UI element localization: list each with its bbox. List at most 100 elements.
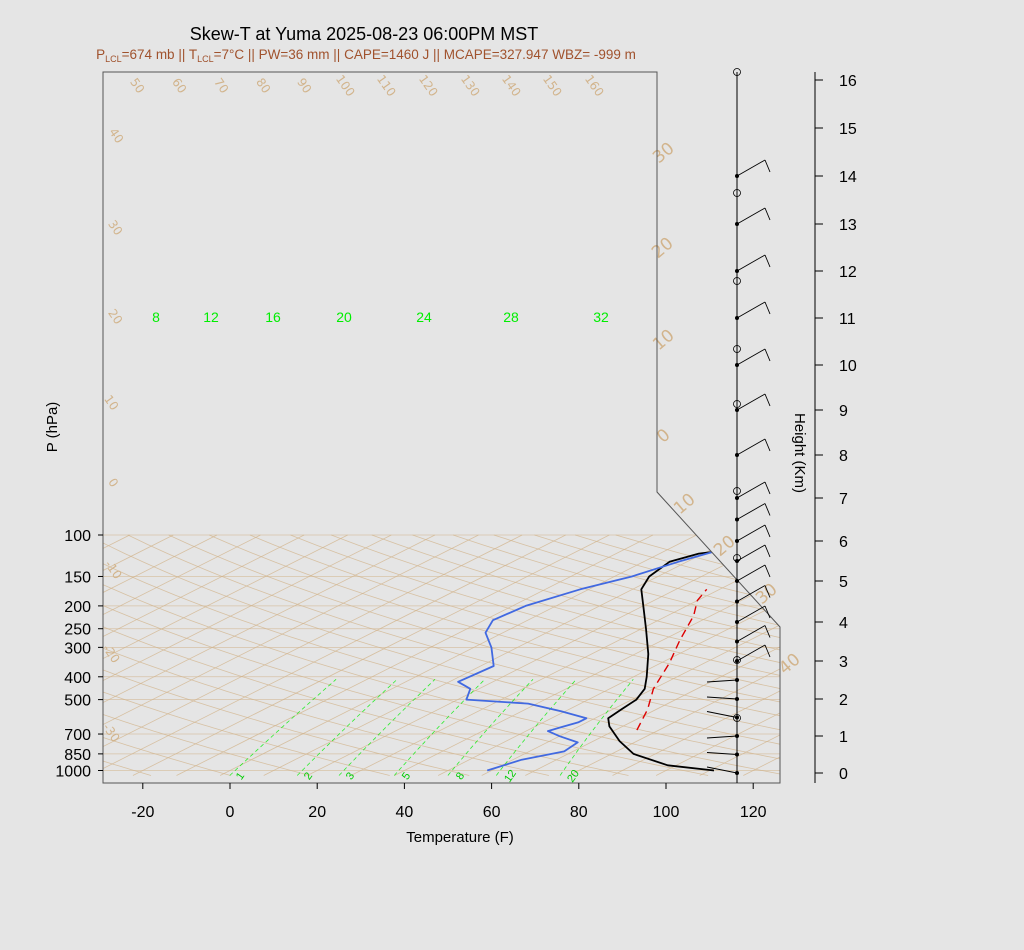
isotherm-line bbox=[699, 534, 780, 776]
dry-adiabat-line bbox=[127, 534, 780, 776]
wind-barb-calm-circle bbox=[733, 277, 741, 285]
isotherm-label: 90 bbox=[294, 75, 314, 96]
temperature-tick-label: 40 bbox=[396, 804, 414, 821]
isotherm-line bbox=[219, 534, 697, 776]
temperature-tick-label: 60 bbox=[483, 804, 501, 821]
skew-label: 30 bbox=[752, 580, 781, 609]
skew-label: 10 bbox=[649, 326, 678, 355]
mixing-ratio-bottom-label: 12 bbox=[502, 768, 519, 785]
sounding-series bbox=[457, 534, 780, 772]
skew-label: 20 bbox=[648, 234, 677, 263]
pressure-tick-label: 700 bbox=[64, 727, 91, 744]
dry-adiabat-line bbox=[103, 534, 549, 776]
isotherm-line bbox=[103, 534, 261, 776]
isotherm-line bbox=[0, 535, 43, 775]
mixing-ratio-line bbox=[447, 679, 534, 776]
isotherm-line bbox=[103, 534, 305, 776]
mixing-ratio-bottom-label: 3 bbox=[344, 770, 357, 782]
subtitle-lcl-sub: LCL bbox=[105, 54, 122, 64]
isotherm-line bbox=[103, 534, 348, 776]
isotherm-line bbox=[103, 534, 523, 776]
pressure-tick-label: 250 bbox=[64, 622, 91, 639]
dry-adiabat-line bbox=[103, 534, 709, 776]
isotherm-label: 160 bbox=[582, 72, 607, 99]
pressure-tick-label: 1000 bbox=[55, 764, 91, 781]
mixing-ratio-line bbox=[338, 679, 436, 776]
pressure-tick-label: 400 bbox=[64, 670, 91, 687]
dry-adiabat-line bbox=[412, 534, 780, 776]
wind-barb-staff bbox=[736, 544, 766, 562]
temperature-tick-label: 80 bbox=[570, 804, 588, 821]
mixing-ratio-line bbox=[229, 679, 337, 776]
wind-barb-flag bbox=[764, 301, 771, 315]
mixing-ratio-bottom-label: 1 bbox=[234, 770, 247, 782]
subtitle-t-lcl-value: =7°C || PW=36 mm || CAPE=1460 J || MCAPE… bbox=[214, 47, 636, 62]
mixing-ratio-bottom-label: 20 bbox=[565, 768, 582, 785]
pressure-tick-label: 100 bbox=[64, 528, 91, 545]
plot-frame bbox=[102, 71, 781, 784]
isotherm-line bbox=[1005, 535, 1024, 775]
dry-adiabat-line bbox=[0, 535, 71, 776]
dry-adiabat-line bbox=[103, 534, 629, 776]
wind-barb-flag bbox=[764, 393, 771, 407]
wind-barb-staff bbox=[736, 585, 766, 602]
mixing-ratio-top-label: 8 bbox=[152, 309, 160, 325]
isotherm-line bbox=[132, 534, 610, 776]
wind-barb-flag bbox=[764, 625, 771, 638]
height-tick-label: 5 bbox=[839, 574, 848, 591]
wind-barb-flag bbox=[764, 207, 771, 221]
dry-adiabat-line bbox=[103, 534, 231, 776]
dry-adiabat-line bbox=[103, 534, 470, 776]
isotherm-line bbox=[481, 534, 780, 776]
mixing-ratio-line bbox=[559, 679, 634, 776]
height-tick-label: 3 bbox=[839, 654, 848, 671]
wind-barb-flag bbox=[764, 159, 771, 173]
isotherm-line bbox=[831, 535, 1024, 775]
mixing-ratio-labels: 8 12 16 20 24 28 321 2 3 5 8 12 20 bbox=[152, 309, 609, 785]
isotherm-label: 100 bbox=[333, 72, 358, 99]
wind-barb-flag bbox=[764, 254, 771, 268]
wind-barb-staff bbox=[706, 696, 738, 700]
subtitle-lcl-sub2: LCL bbox=[197, 54, 214, 64]
dry-adiabat-line bbox=[103, 534, 311, 776]
isotherm-label: 30 bbox=[105, 217, 125, 238]
wind-barb-flag bbox=[764, 481, 771, 495]
dewpoint-line bbox=[457, 534, 771, 772]
mixing-ratio-line bbox=[296, 679, 398, 776]
wind-barb-calm-circle bbox=[733, 554, 741, 562]
isotherm-label: 40 bbox=[106, 125, 126, 146]
wind-barb-staff bbox=[736, 503, 766, 520]
pressure-tick-label: 500 bbox=[64, 693, 91, 710]
dry-adiabat-line bbox=[493, 534, 780, 776]
height-tick-label: 1 bbox=[839, 729, 848, 746]
wind-barb-flag bbox=[764, 644, 771, 658]
height-tick-label: 6 bbox=[839, 534, 848, 551]
dry-adiabat-line bbox=[103, 534, 390, 776]
subtitle-p-lcl-label: P bbox=[96, 47, 105, 62]
height-tick-label: 14 bbox=[839, 169, 857, 186]
isotherm-label: 110 bbox=[374, 72, 399, 99]
isotherm-label: 80 bbox=[253, 75, 273, 96]
dry-adiabat-line bbox=[331, 534, 780, 776]
wind-barb-staff bbox=[736, 524, 766, 542]
temperature-line bbox=[607, 534, 780, 772]
wind-barb-flag bbox=[764, 605, 771, 619]
pressure-tick-label: 150 bbox=[64, 569, 91, 586]
isotherm-label: 60 bbox=[169, 75, 189, 96]
temperature-axis: -20 0 20 40 60 80 100 120 bbox=[131, 783, 767, 821]
mixing-ratio-bottom-label: 2 bbox=[302, 770, 315, 782]
height-tick-label: 13 bbox=[839, 217, 857, 234]
isotherm-line bbox=[103, 534, 566, 776]
height-tick-label: 11 bbox=[839, 311, 856, 328]
wind-barb-staff bbox=[706, 752, 738, 755]
isotherm-label: 20 bbox=[105, 306, 125, 327]
wind-barb-staff bbox=[736, 625, 766, 642]
height-tick-label: 15 bbox=[839, 121, 857, 138]
wind-barb-staff bbox=[736, 348, 766, 366]
wind-barb-staff bbox=[706, 766, 738, 774]
mixing-ratio-top-label: 28 bbox=[503, 309, 519, 325]
skew-label: 30 bbox=[649, 139, 678, 168]
dry-adiabat-line bbox=[168, 534, 780, 776]
wind-barbs bbox=[706, 68, 771, 783]
